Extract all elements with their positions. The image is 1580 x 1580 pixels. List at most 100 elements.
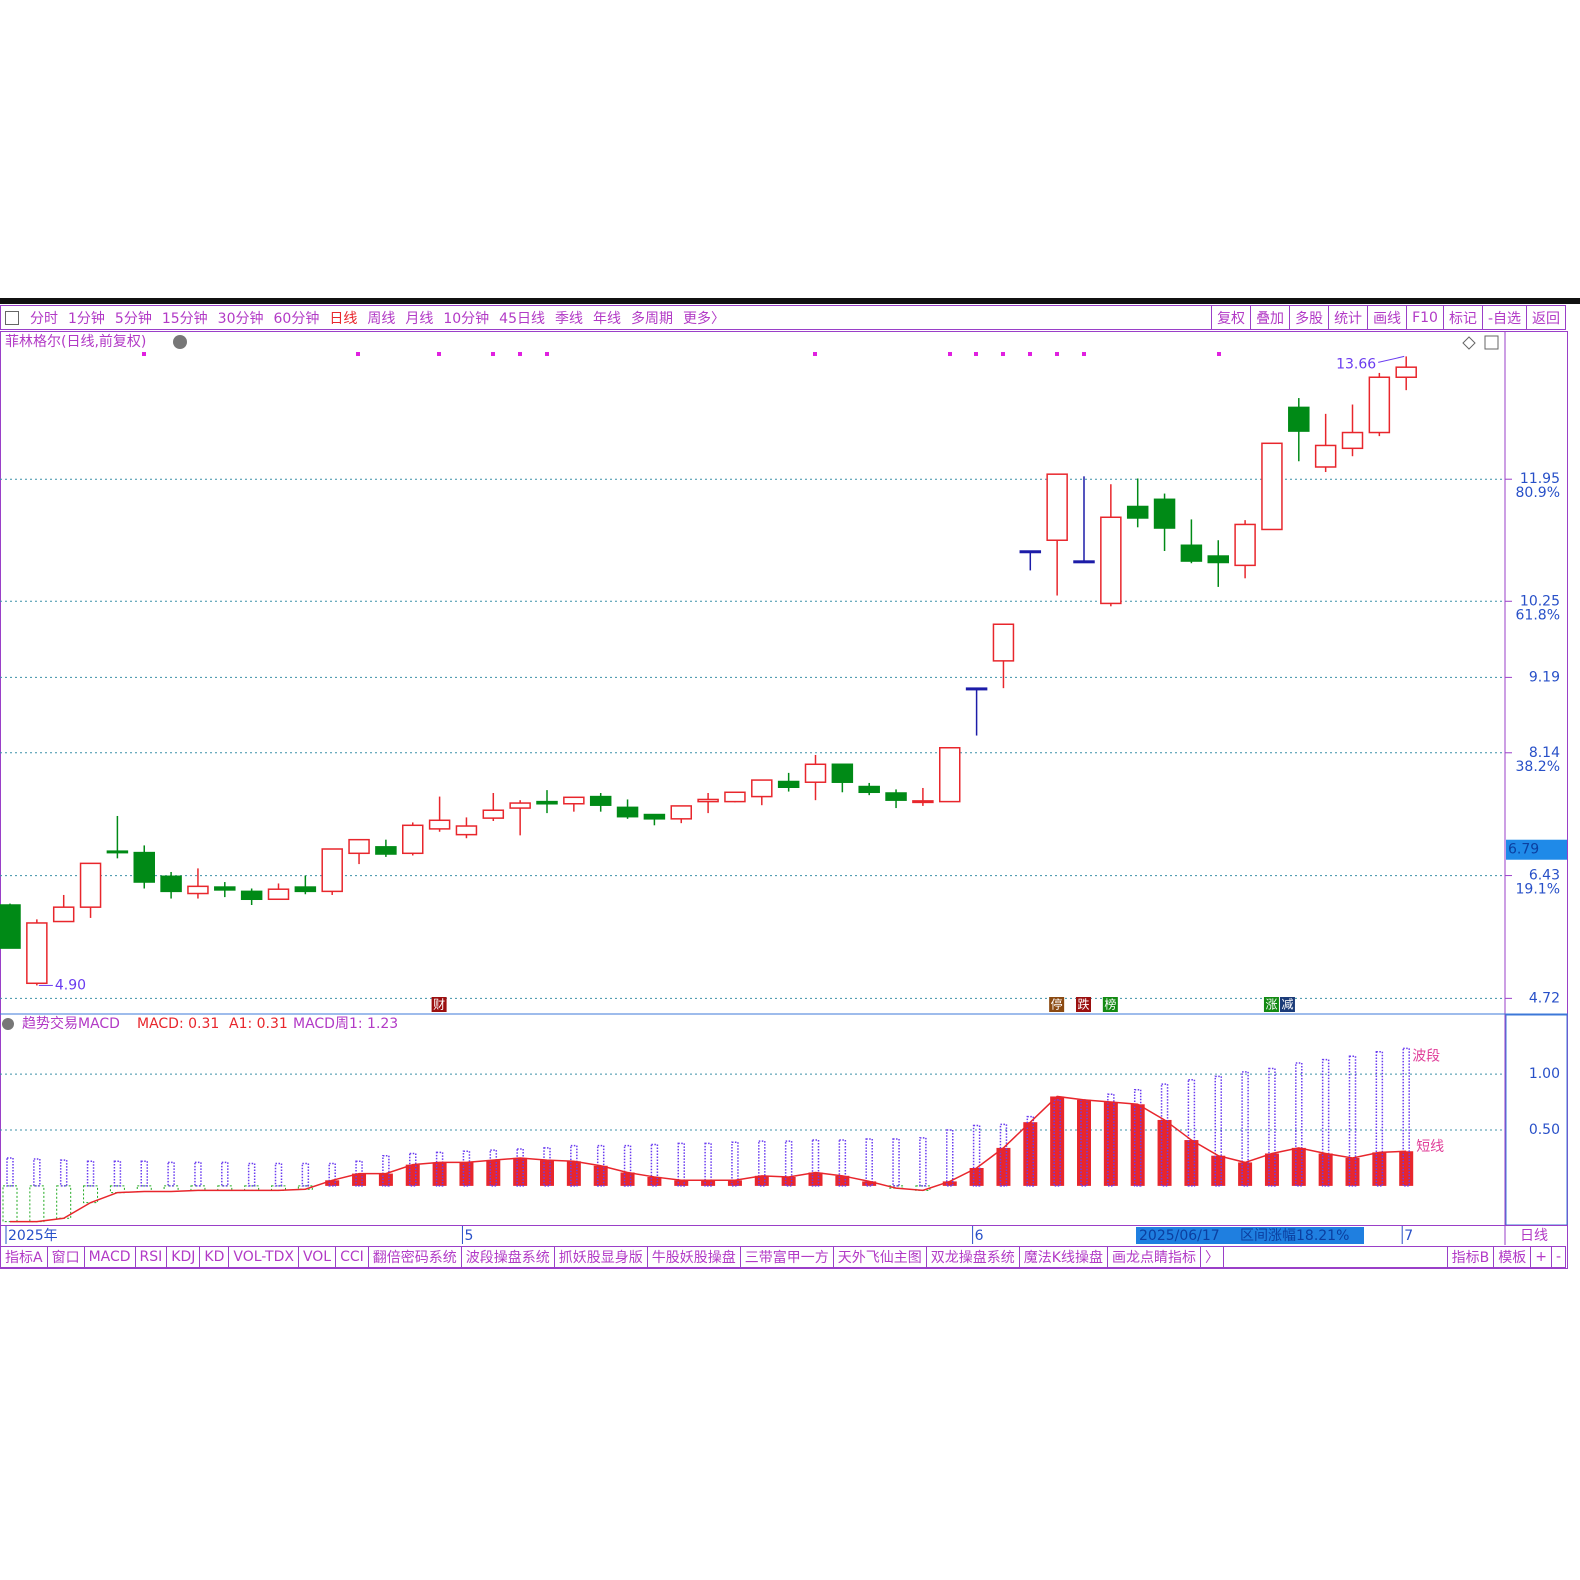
wave-bar xyxy=(86,1160,95,1187)
wave-bar xyxy=(194,1161,202,1187)
range-box xyxy=(1136,1227,1364,1244)
y-tick-label: 11.95 xyxy=(1520,471,1560,487)
macd-bar xyxy=(1291,1147,1306,1186)
legend-item: MACD周1: 1.23 xyxy=(293,1016,398,1032)
macd-bar xyxy=(163,1185,179,1192)
indicator-tab[interactable]: 窗口 xyxy=(48,1247,85,1267)
indicator-tab[interactable]: KD xyxy=(200,1247,230,1267)
y-tick-label: 8.14 xyxy=(1529,745,1560,761)
period-button[interactable]: 周线 xyxy=(367,310,396,327)
tool-button[interactable]: 叠加 xyxy=(1250,306,1289,329)
wave-bar xyxy=(1214,1075,1222,1187)
indicator-tab[interactable]: 三带富甲一方 xyxy=(741,1247,834,1267)
macd-bar xyxy=(593,1165,608,1186)
candle-body xyxy=(133,851,155,883)
wave-bar xyxy=(919,1137,927,1187)
candle-body xyxy=(1341,431,1364,450)
candle-body xyxy=(214,886,236,891)
period-button[interactable]: 60分钟 xyxy=(273,310,320,327)
macd-bar xyxy=(620,1172,635,1186)
period-button[interactable]: 月线 xyxy=(405,310,434,327)
indicator-tab[interactable]: RSI xyxy=(136,1247,168,1267)
candle-body xyxy=(804,763,827,783)
tool-button[interactable]: 标记 xyxy=(1442,306,1482,329)
candle-body xyxy=(992,623,1015,662)
wave-bar xyxy=(33,1158,41,1187)
macd-bar xyxy=(1372,1152,1387,1186)
legend-item: A1: 0.31 xyxy=(229,1016,288,1032)
macd-bar xyxy=(1103,1102,1118,1186)
indicator-tab[interactable]: 牛股妖股操盘 xyxy=(648,1247,741,1267)
candle-body xyxy=(912,800,934,804)
indicator-tab[interactable]: 〉 xyxy=(1201,1247,1224,1267)
macd-menu-icon[interactable] xyxy=(2,1018,14,1030)
tool-button[interactable]: 复权 xyxy=(1211,306,1250,329)
event-badge xyxy=(1263,997,1279,1012)
macd-bar xyxy=(1023,1122,1038,1186)
macd-bar xyxy=(1345,1157,1360,1186)
wave-bar xyxy=(489,1149,498,1187)
candle-body xyxy=(509,802,531,809)
period-button[interactable]: 年线 xyxy=(592,310,621,327)
indicator-tab[interactable]: 画龙点睛指标 xyxy=(1108,1247,1201,1267)
period-button[interactable]: 多周期 xyxy=(630,310,673,327)
macd-bar xyxy=(513,1157,528,1186)
indicator-tab[interactable]: 波段操盘系统 xyxy=(462,1247,555,1267)
indicator-tab[interactable]: 抓妖股显身版 xyxy=(555,1247,648,1267)
indicator-tab[interactable]: 双龙操盘系统 xyxy=(927,1247,1020,1267)
tool-button[interactable]: F10 xyxy=(1406,306,1443,329)
diamond-icon[interactable] xyxy=(1462,336,1476,350)
period-button[interactable]: 分时 xyxy=(30,310,58,327)
low-label: 4.90 xyxy=(55,977,86,993)
candle-body xyxy=(563,796,585,805)
period-button[interactable]: 季线 xyxy=(554,310,583,327)
period-button[interactable]: 15分钟 xyxy=(161,310,208,327)
period-button[interactable]: 30分钟 xyxy=(217,310,264,327)
menu-icon[interactable] xyxy=(5,310,19,325)
tool-button[interactable]: 返回 xyxy=(1526,306,1565,329)
indicator-tab[interactable]: 指标A xyxy=(1,1247,48,1267)
y-tick-label: 10.25 xyxy=(1520,593,1560,609)
wave-bar xyxy=(1268,1067,1276,1187)
period-button[interactable]: 日线 xyxy=(329,310,358,327)
indicator-tab[interactable]: 天外飞仙主图 xyxy=(834,1247,927,1267)
candle-body xyxy=(1153,498,1176,529)
candle-body xyxy=(402,824,424,855)
period-button[interactable]: 10分钟 xyxy=(443,310,490,327)
title-menu-icon[interactable] xyxy=(173,335,187,349)
macd-bar xyxy=(566,1161,581,1186)
tool-button[interactable]: -自选 xyxy=(1481,306,1526,329)
tool-button[interactable]: 统计 xyxy=(1328,306,1367,329)
indicator-tab[interactable]: 指标B xyxy=(1446,1247,1494,1267)
wave-bar xyxy=(1321,1058,1330,1187)
wave-bar xyxy=(946,1129,954,1187)
event-badge-label: 减 xyxy=(1281,998,1293,1012)
indicator-tab[interactable]: - xyxy=(1550,1247,1565,1267)
tool-button[interactable]: 画线 xyxy=(1367,306,1406,329)
candle-body xyxy=(831,763,854,783)
indicator-tab[interactable]: 翻倍密码系统 xyxy=(369,1247,462,1267)
candle-body xyxy=(79,862,102,908)
indicator-tab[interactable]: MACD xyxy=(85,1247,136,1267)
indicator-tab[interactable]: VOL-TDX xyxy=(229,1247,299,1267)
macd-bar xyxy=(378,1173,393,1186)
wave-bar xyxy=(221,1161,229,1187)
indicator-tab[interactable]: + xyxy=(1530,1247,1551,1267)
indicator-tab[interactable]: CCI xyxy=(336,1247,369,1267)
period-button[interactable]: 更多〉 xyxy=(682,310,725,327)
tool-button[interactable]: 多股 xyxy=(1289,306,1328,329)
wave-bar xyxy=(462,1150,471,1187)
period-button[interactable]: 45日线 xyxy=(499,310,545,327)
wave-bar xyxy=(435,1151,444,1187)
period-button[interactable]: 1分钟 xyxy=(68,310,105,327)
period-button[interactable]: 5分钟 xyxy=(114,310,152,327)
panel-icon[interactable] xyxy=(1484,335,1499,350)
indicator-tab[interactable]: 模板 xyxy=(1493,1247,1530,1267)
wave-bar xyxy=(247,1162,256,1187)
indicator-tab[interactable]: 魔法K线操盘 xyxy=(1020,1247,1108,1267)
candle-body xyxy=(616,806,639,818)
indicator-tab[interactable]: VOL xyxy=(299,1247,337,1267)
indicator-tab[interactable]: KDJ xyxy=(167,1247,201,1267)
macd-bar xyxy=(1264,1153,1279,1186)
candle-body xyxy=(455,825,478,836)
